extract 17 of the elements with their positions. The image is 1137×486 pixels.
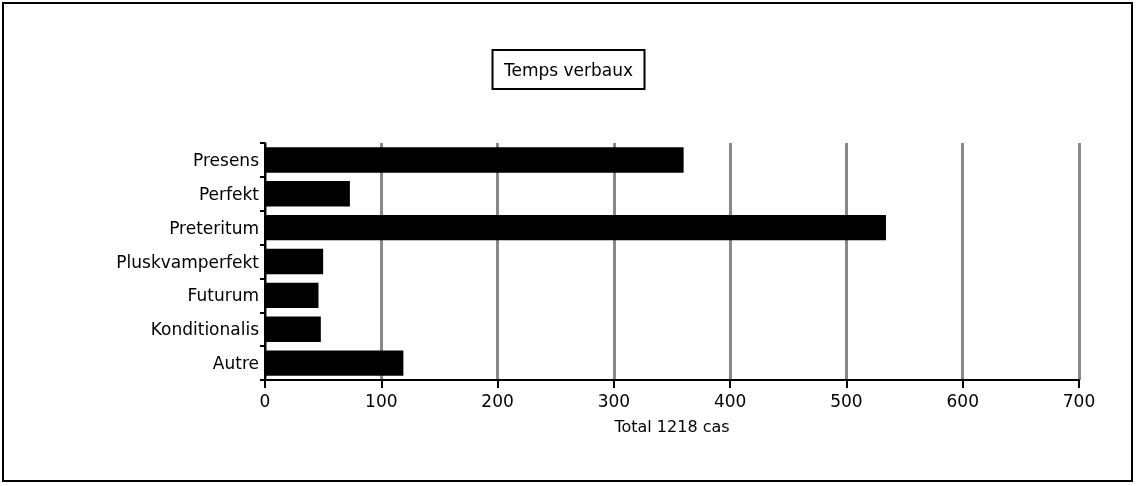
chart-title: Temps verbaux xyxy=(502,59,634,80)
x-tick-label: 100 xyxy=(365,390,398,411)
y-tick-label: Pluskvamperfekt xyxy=(116,251,260,272)
x-tick-label: 300 xyxy=(597,390,631,411)
x-tick-label: 0 xyxy=(259,390,271,411)
y-tick-label: Perfekt xyxy=(198,183,260,204)
y-tick-label: Autre xyxy=(212,353,259,374)
y-tick-label: Presens xyxy=(193,149,260,170)
x-axis-title: Total 1218 cas xyxy=(613,416,730,436)
y-tick-label: Konditionalis xyxy=(150,319,260,340)
x-tick-label: 700 xyxy=(1062,390,1096,411)
x-tick-label: 200 xyxy=(481,390,514,411)
x-tick-label: 400 xyxy=(713,390,747,411)
y-tick-label: Futurum xyxy=(187,285,259,306)
x-tick-label: 500 xyxy=(830,390,863,411)
x-tick-label: 600 xyxy=(946,390,979,411)
y-tick-label: Preteritum xyxy=(169,217,259,238)
